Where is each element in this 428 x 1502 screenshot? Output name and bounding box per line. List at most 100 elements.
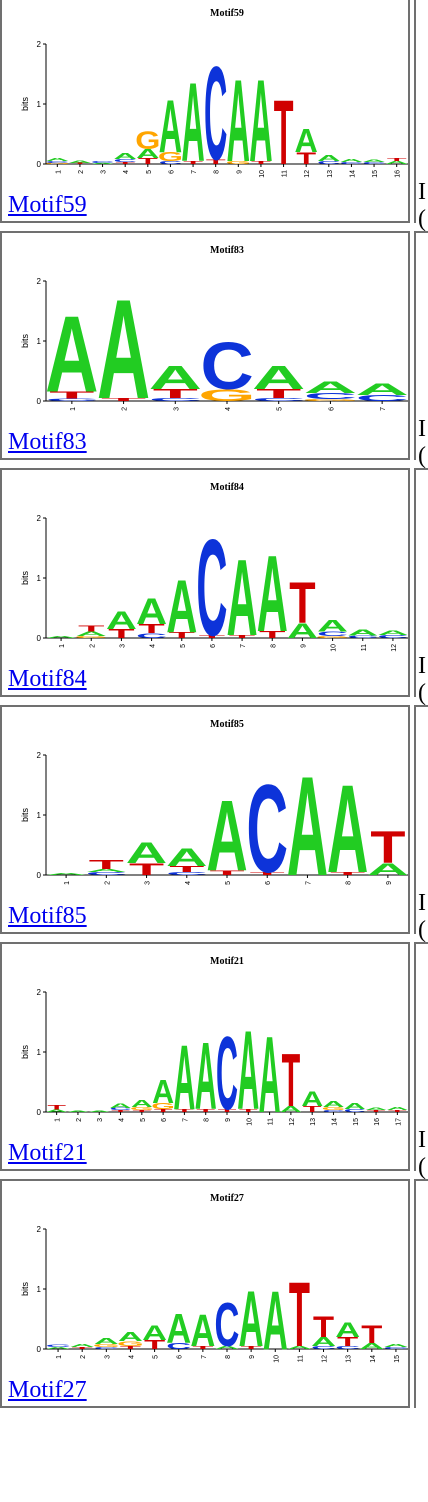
logo-letter: A — [166, 844, 207, 872]
y-tick-label: 0 — [37, 871, 42, 880]
logo-letter: A — [359, 1342, 384, 1351]
y-tick-label: 2 — [37, 1225, 42, 1234]
motif-row: Motif84 bits 2 1 0 A 1 G A T 2 T A 3 C T A 4 T A 5 T C 6 T A 7 T A 8 A… — [0, 468, 428, 706]
motif-link[interactable]: Motif84 — [8, 666, 87, 692]
y-axis-label: bits — [20, 808, 30, 823]
next-column-cell — [414, 1179, 428, 1408]
logo-letter: T — [289, 571, 315, 636]
x-tick-label: 7 — [191, 170, 198, 174]
logo-letter: A — [118, 1331, 143, 1344]
logo-letter: T — [175, 1108, 195, 1113]
motif-table: Motif59 bits 2 1 0 G C A 1 T A 2 A C 3 T C A 4 T A G 5 C G A 6 T A 7 T… — [0, 0, 428, 1408]
logo-title: Motif85 — [210, 719, 244, 730]
x-tick-label: 4 — [123, 170, 130, 174]
logo-letter: T — [169, 630, 195, 639]
x-tick-label: 6 — [265, 881, 272, 885]
logo-letter: C — [340, 162, 363, 165]
y-tick-label: 1 — [37, 1285, 42, 1294]
x-tick-label: 2 — [89, 644, 96, 648]
logo-letter: T — [296, 150, 316, 168]
logo-letter: A — [249, 57, 272, 182]
logo-letter: G — [117, 1340, 144, 1347]
logo-letter: C — [362, 162, 385, 165]
logo-letter: G — [226, 160, 251, 165]
logo-letter: T — [250, 871, 285, 876]
logo-letter: G — [316, 636, 350, 639]
y-axis-label: bits — [20, 1282, 30, 1297]
motif-link[interactable]: Motif27 — [8, 1377, 87, 1403]
logo-title: Motif21 — [210, 956, 244, 967]
y-tick-label: 2 — [37, 988, 42, 997]
x-tick-label: 17 — [395, 1118, 402, 1126]
logo-letter: C — [216, 1017, 238, 1130]
x-tick-label: 1 — [70, 407, 77, 411]
x-tick-label: 14 — [349, 170, 356, 178]
logo-letter: A — [45, 293, 98, 415]
logo-letter: C — [136, 632, 167, 640]
logo-letter: A — [46, 636, 77, 639]
logo-letter: G — [135, 127, 160, 155]
x-tick-label: 12 — [304, 170, 311, 178]
logo-letter: T — [169, 864, 204, 873]
next-column-cell — [414, 468, 428, 697]
logo-letter: C — [355, 394, 408, 403]
logo-letter: A — [344, 1102, 366, 1111]
logo-letter: C — [46, 161, 69, 164]
motif-cell: Motif84 bits 2 1 0 A 1 G A T 2 T A 3 C T A 4 T A 5 T C 6 T A 7 T A 8 A… — [0, 468, 410, 697]
logo-letter: T — [209, 869, 244, 876]
logo-letter: T — [256, 387, 301, 401]
logo-letter: C — [246, 759, 287, 893]
logo-letter: A — [347, 628, 378, 637]
x-tick-label: 1 — [55, 170, 62, 174]
logo-letter: T — [115, 162, 135, 165]
logo-letter: T — [337, 1335, 358, 1348]
logo-letter: A — [94, 1337, 119, 1346]
truncated-text: I — [418, 890, 426, 916]
motif-link[interactable]: Motif85 — [8, 903, 87, 929]
logo-letter: T — [274, 81, 294, 182]
logo-letter: C — [166, 1342, 191, 1351]
logo-letter: A — [301, 1087, 323, 1111]
logo-letter: A — [367, 860, 408, 879]
x-tick-label: 9 — [236, 170, 243, 174]
logo-letter: A — [86, 868, 127, 873]
logo-letter: A — [76, 630, 107, 638]
y-axis-label: bits — [20, 334, 30, 349]
logo-letter: A — [355, 380, 408, 398]
logo-letter: C — [383, 1347, 408, 1350]
next-column-cell — [414, 705, 428, 934]
motif-link[interactable]: Motif59 — [8, 192, 87, 218]
x-tick-label: 1 — [55, 1118, 62, 1122]
truncated-text: I — [418, 179, 426, 205]
logo-letter: A — [70, 1344, 95, 1349]
logo-letter: A — [322, 1100, 344, 1109]
logo-letter: A — [280, 1105, 302, 1114]
motif-link[interactable]: Motif21 — [8, 1140, 87, 1166]
y-tick-label: 0 — [37, 1345, 42, 1354]
logo-letter: T — [49, 390, 94, 401]
x-tick-label: 8 — [204, 1118, 211, 1122]
motif-cell: Motif59 bits 2 1 0 G C A 1 T A 2 A C 3 T C A 4 T A G 5 C G A 6 T A 7 T… — [0, 0, 410, 223]
x-tick-label: 10 — [273, 1355, 280, 1363]
logo-letter: T — [367, 1110, 386, 1113]
logo-letter: A — [136, 147, 160, 161]
logo-letter: A — [46, 1109, 68, 1113]
motif-link[interactable]: Motif83 — [8, 429, 87, 455]
logo-letter: A — [385, 160, 409, 165]
logo-letter: T — [282, 1039, 301, 1123]
logo-letter: T — [303, 1105, 322, 1114]
logo-letter: C — [252, 397, 305, 402]
x-tick-label: 8 — [214, 170, 221, 174]
logo-letter: G — [198, 386, 255, 404]
x-tick-label: 11 — [268, 1118, 275, 1125]
x-tick-label: 2 — [122, 407, 129, 411]
logo-letter: A — [215, 1345, 240, 1350]
x-tick-label: 2 — [80, 1355, 87, 1359]
logo-letter: A — [287, 1345, 312, 1350]
logo-letter: A — [46, 1347, 71, 1350]
logo-letter: G — [74, 636, 108, 639]
logo-letter: C — [91, 161, 114, 164]
logo-letter: A — [327, 759, 368, 893]
logo-letter: C — [86, 871, 127, 876]
logo-letter: A — [46, 157, 70, 162]
